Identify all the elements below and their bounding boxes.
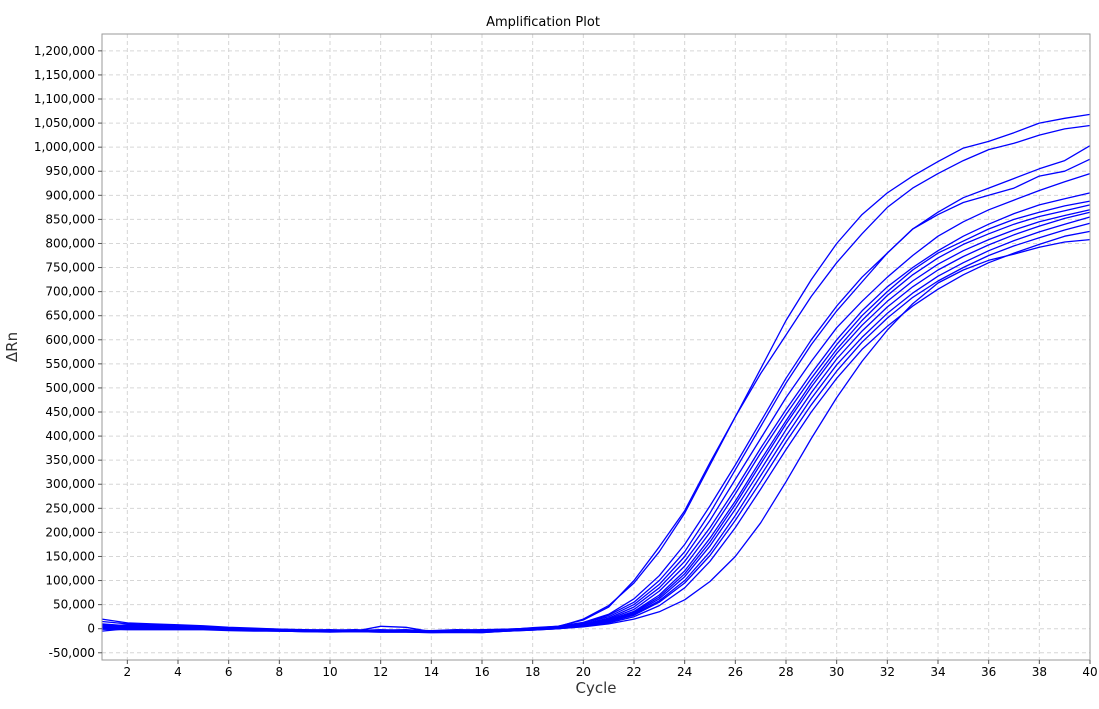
grid — [102, 34, 1091, 660]
y-tick-label: 650,000 — [45, 309, 95, 323]
y-tick-label: 400,000 — [45, 429, 95, 443]
y-tick-label: -50,000 — [49, 646, 95, 660]
series-group — [101, 113, 1091, 634]
x-tick-label: 22 — [626, 665, 641, 679]
y-tick-label: 600,000 — [45, 333, 95, 347]
x-tick-label: 24 — [677, 665, 692, 679]
x-tick-label: 4 — [174, 665, 182, 679]
y-tick-label: 1,000,000 — [34, 140, 95, 154]
plot-frame — [101, 33, 1091, 661]
y-tick-label: 1,050,000 — [34, 116, 95, 130]
x-tick-label: 34 — [930, 665, 945, 679]
y-tick-label: 950,000 — [45, 164, 95, 178]
amplification-curve — [101, 209, 1091, 633]
x-tick-label: 28 — [778, 665, 793, 679]
amplification-curve — [101, 124, 1091, 632]
y-tick-label: 1,200,000 — [34, 44, 95, 58]
y-tick-label: 300,000 — [45, 477, 95, 491]
y-tick-label: 550,000 — [45, 357, 95, 371]
amplification-curve — [101, 222, 1091, 633]
x-tick-label: 16 — [474, 665, 489, 679]
chart-title: Amplification Plot — [486, 15, 600, 30]
amplification-curve — [101, 158, 1091, 632]
y-tick-label: 100,000 — [45, 574, 95, 588]
amplification-curve — [101, 145, 1091, 633]
x-tick-label: 30 — [829, 665, 844, 679]
y-tick-label: 500,000 — [45, 381, 95, 395]
y-tick-label: 850,000 — [45, 212, 95, 226]
amplification-curve — [101, 204, 1091, 633]
amplification-curve — [101, 172, 1091, 632]
y-tick-label: 50,000 — [53, 598, 95, 612]
x-tick-label: 40 — [1082, 665, 1097, 679]
y-axis: -50,000 0 50,000 100,000 150,000 200,000 250,0… — [34, 44, 102, 660]
y-tick-label: 800,000 — [45, 236, 95, 250]
y-tick-label: 200,000 — [45, 525, 95, 539]
y-axis-title: ΔRn — [3, 332, 21, 362]
x-tick-label: 38 — [1032, 665, 1047, 679]
x-tick-label: 36 — [981, 665, 996, 679]
y-tick-label: 250,000 — [45, 501, 95, 515]
x-axis: 2 4 6 8 10 12 14 16 18 20 22 24 26 28 30 32 34 36 38 40 — [124, 660, 1098, 679]
x-tick-label: 2 — [124, 665, 132, 679]
x-tick-label: 32 — [880, 665, 895, 679]
x-axis-title: Cycle — [576, 679, 617, 697]
y-tick-label: 350,000 — [45, 453, 95, 467]
x-tick-label: 12 — [373, 665, 388, 679]
y-tick-label: 150,000 — [45, 549, 95, 563]
y-tick-label: 1,150,000 — [34, 68, 95, 82]
y-tick-label: 700,000 — [45, 285, 95, 299]
y-tick-label: 750,000 — [45, 261, 95, 275]
x-tick-label: 8 — [276, 665, 284, 679]
x-tick-label: 10 — [322, 665, 337, 679]
y-tick-label: 0 — [87, 622, 95, 636]
x-tick-label: 6 — [225, 665, 233, 679]
amplification-curve — [101, 113, 1091, 632]
x-tick-label: 26 — [728, 665, 743, 679]
y-tick-label: 1,100,000 — [34, 92, 95, 106]
amplification-curve — [101, 238, 1091, 634]
amplification-curve — [101, 200, 1091, 633]
x-tick-label: 18 — [525, 665, 540, 679]
x-tick-label: 14 — [424, 665, 439, 679]
y-tick-label: 900,000 — [45, 188, 95, 202]
amplification-curve — [101, 211, 1091, 633]
x-tick-label: 20 — [576, 665, 591, 679]
y-tick-label: 450,000 — [45, 405, 95, 419]
